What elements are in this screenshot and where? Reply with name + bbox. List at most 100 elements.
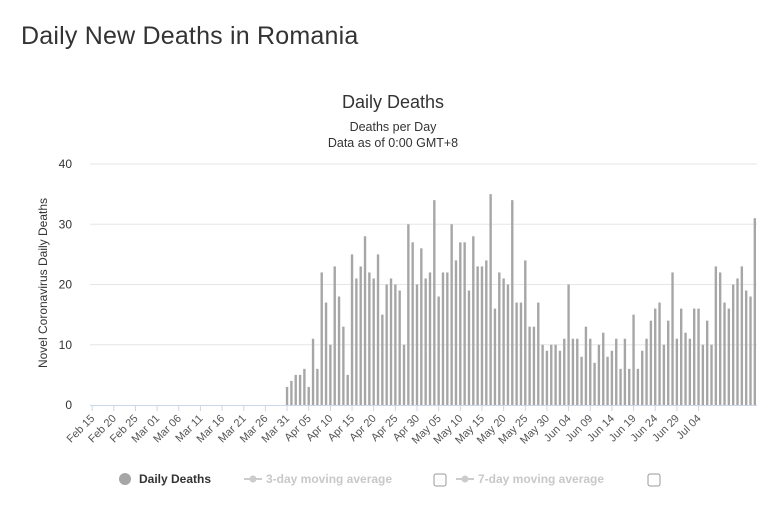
bar[interactable] [671, 272, 674, 405]
bar[interactable] [467, 290, 471, 405]
bar[interactable] [420, 248, 423, 405]
bar[interactable] [554, 344, 557, 405]
bar[interactable] [567, 284, 570, 406]
bar[interactable] [355, 278, 358, 405]
bar[interactable] [628, 368, 631, 405]
bar[interactable] [489, 194, 492, 406]
bar[interactable] [506, 284, 510, 406]
bar[interactable] [693, 308, 696, 405]
bar[interactable] [424, 278, 427, 405]
bar[interactable] [706, 320, 709, 405]
bar[interactable] [580, 356, 583, 405]
bar[interactable] [298, 374, 302, 406]
bar[interactable] [515, 302, 518, 405]
bar[interactable] [337, 296, 341, 405]
bar[interactable] [398, 290, 401, 405]
bar[interactable] [333, 266, 336, 405]
bar[interactable] [684, 332, 687, 405]
bar[interactable] [727, 308, 731, 405]
bar[interactable] [675, 338, 679, 405]
bar[interactable] [744, 290, 748, 405]
bar[interactable] [610, 350, 614, 405]
bar[interactable] [519, 302, 523, 405]
bar[interactable] [688, 338, 692, 405]
bar[interactable] [532, 326, 536, 405]
bar[interactable] [749, 296, 752, 405]
bar[interactable] [407, 224, 410, 405]
bar[interactable] [571, 338, 575, 405]
bar[interactable] [376, 254, 380, 406]
bar[interactable] [623, 338, 627, 405]
bar[interactable] [480, 266, 484, 405]
legend-checkbox-3-day[interactable] [433, 473, 447, 487]
bar[interactable] [385, 284, 388, 406]
bar[interactable] [736, 278, 739, 405]
bar[interactable] [346, 374, 349, 406]
bar[interactable] [641, 350, 644, 405]
bar[interactable] [303, 368, 306, 405]
bar[interactable] [710, 344, 713, 405]
legend-item-3-day-average[interactable]: 3-day moving average [244, 472, 447, 487]
bar[interactable] [740, 266, 744, 405]
bar[interactable] [632, 314, 635, 406]
bar[interactable] [524, 260, 527, 405]
bar[interactable] [558, 350, 562, 405]
bar[interactable] [363, 236, 367, 405]
bar[interactable] [528, 326, 531, 405]
bar[interactable] [615, 338, 618, 405]
bar[interactable] [381, 314, 384, 406]
bar[interactable] [320, 272, 323, 405]
bar[interactable] [311, 338, 315, 405]
bar[interactable] [667, 320, 670, 405]
bar[interactable] [476, 266, 479, 405]
bar[interactable] [731, 284, 735, 406]
bar[interactable] [437, 296, 440, 405]
bar[interactable] [597, 344, 601, 405]
bar[interactable] [368, 272, 371, 405]
bar[interactable] [584, 326, 588, 405]
bar[interactable] [718, 272, 722, 405]
bar[interactable] [402, 344, 406, 405]
bar[interactable] [307, 386, 310, 405]
bar[interactable] [316, 368, 319, 405]
bar[interactable] [550, 344, 553, 405]
bar[interactable] [394, 284, 397, 406]
bar[interactable] [680, 308, 683, 405]
bar[interactable] [576, 338, 579, 405]
bar[interactable] [606, 356, 609, 405]
bar[interactable] [701, 344, 705, 405]
bar[interactable] [593, 362, 596, 405]
bar[interactable] [411, 242, 414, 405]
bar[interactable] [498, 272, 501, 405]
bar[interactable] [589, 338, 592, 405]
legend-item-daily-deaths[interactable]: Daily Deaths [119, 472, 211, 486]
bar[interactable] [649, 320, 653, 405]
bar[interactable] [723, 302, 726, 405]
bar[interactable] [654, 308, 657, 405]
bar[interactable] [662, 344, 666, 405]
bar[interactable] [619, 368, 622, 405]
legend-item-7-day-average[interactable]: 7-day moving average [456, 472, 661, 487]
bar[interactable] [359, 266, 362, 405]
bar[interactable] [294, 374, 297, 406]
bar[interactable] [428, 272, 432, 405]
legend-checkbox-7-day[interactable] [647, 473, 661, 487]
bar[interactable] [502, 278, 505, 405]
bar[interactable] [290, 380, 293, 405]
bar[interactable] [285, 386, 289, 405]
bar[interactable] [433, 200, 436, 405]
bar[interactable] [485, 260, 488, 405]
bar[interactable] [545, 350, 549, 405]
bar[interactable] [441, 272, 445, 405]
bar[interactable] [342, 326, 345, 405]
bar[interactable] [389, 278, 393, 405]
bar[interactable] [636, 368, 640, 405]
bar[interactable] [602, 332, 605, 405]
bar[interactable] [493, 308, 497, 405]
bar[interactable] [563, 338, 566, 405]
bar[interactable] [450, 224, 453, 405]
bar[interactable] [446, 272, 449, 405]
bar[interactable] [658, 302, 661, 405]
bar[interactable] [537, 302, 540, 405]
bar[interactable] [459, 242, 462, 405]
